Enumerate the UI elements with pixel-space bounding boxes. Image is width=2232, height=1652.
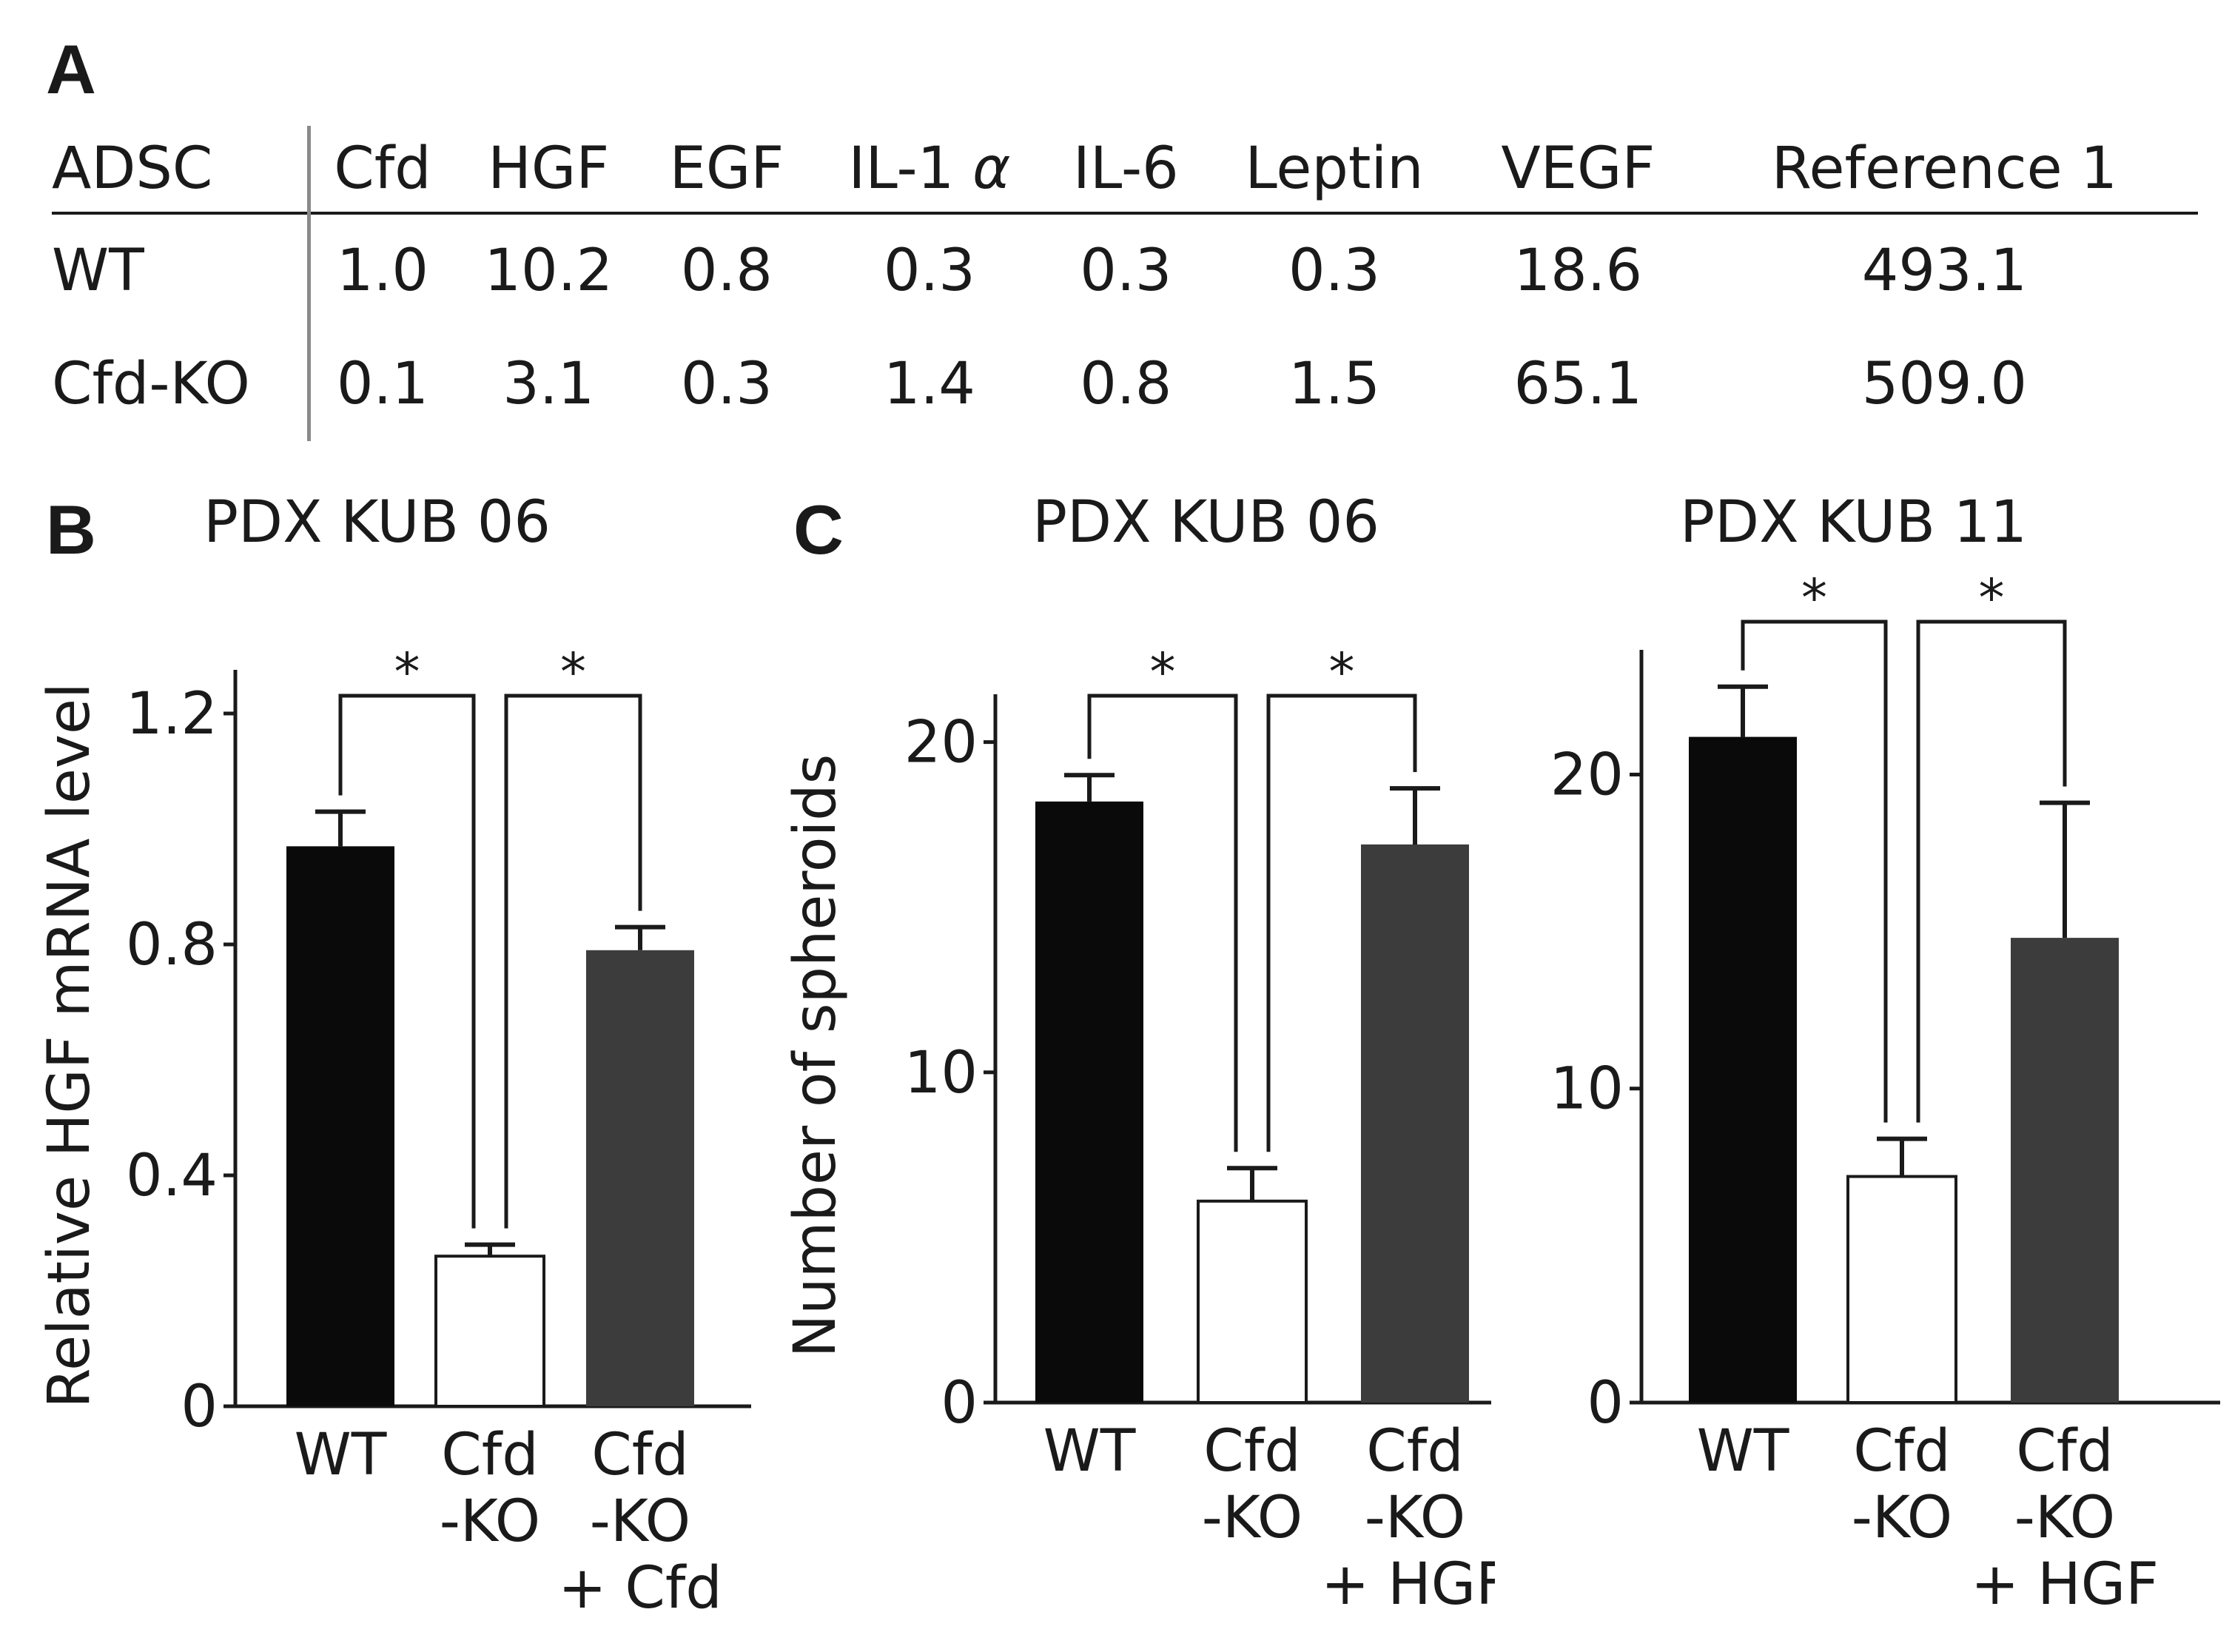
table-cell: 0.8 [680,238,773,304]
significance-star: * [1801,568,1827,628]
table-cell: 509.0 [1861,351,2028,417]
table-cell: 0.8 [1080,351,1172,417]
x-tick-label: -KO [590,1488,690,1555]
table-cell: 0.3 [1080,238,1172,304]
bar [434,1255,545,1408]
cytokine-table: ADSC Cfd HGF EGF IL-1 α IL-6 Leptin VEGF… [52,126,2198,441]
alpha-symbol: α [972,135,1011,202]
significance-star: * [1150,642,1176,702]
y-tick-label: 10 [904,1040,978,1107]
x-tick-label: -KO [2014,1485,2115,1551]
y-tick-label: 0 [941,1370,978,1437]
significance-bracket [1741,620,1888,1123]
table-cell: 1.5 [1288,351,1380,417]
bar [286,846,394,1406]
table-cell: 493.1 [1861,238,2028,304]
table-cell: 0.1 [336,351,428,417]
x-tick-label: Cfd [591,1422,688,1488]
table-cell: 10.2 [484,238,614,304]
chart-spheroids-kub06: PDX KUB 06 Number of spheroids 0 10 20 WT Cfd-… [782,489,1495,1618]
bar [2011,938,2119,1403]
table-cell: 1.0 [336,238,428,304]
bar [586,950,694,1406]
table-cell: 18.6 [1513,238,1643,304]
significance-star: * [394,642,420,702]
table-cell: 0.3 [1288,238,1380,304]
x-tick-label: -KO [440,1488,540,1555]
x-tick-label: + HGF [1971,1551,2159,1618]
x-tick-label: + HGF [1321,1551,1495,1618]
y-tick-label: 0.4 [126,1143,218,1209]
chart-title: PDX KUB 06 [204,489,551,556]
bar [1846,1175,1957,1405]
significance-star: * [560,642,586,702]
panel-label-a: A [46,30,96,108]
panel-label-c: C [793,491,844,568]
table-row: WT 1.0 10.2 0.8 0.3 0.3 0.3 18.6 493.1 [52,213,2198,327]
x-tick-label: -KO [1852,1485,1952,1551]
x-tick-label: WT [295,1422,387,1488]
table-col-header: IL-1 [848,135,955,202]
y-axis-label: Number of spheroids [782,754,849,1358]
x-tick-label: -KO [1365,1485,1465,1551]
table-col-header: HGF [454,126,643,215]
table-col-header: VEGF [1465,126,1691,215]
y-tick-label: 0 [1587,1370,1624,1437]
y-tick-label: 10 [1550,1056,1624,1123]
y-tick-label: 0 [181,1374,218,1440]
x-tick-label: Cfd [1366,1418,1463,1485]
x-tick-label: Cfd [1853,1418,1950,1485]
x-tick-label: Cfd [1203,1418,1300,1485]
chart-title: PDX KUB 11 [1680,489,2027,556]
x-tick-label: -KO [1202,1485,1302,1551]
bar [1361,844,1469,1403]
bar [1197,1199,1308,1404]
y-tick-label: 20 [1550,742,1624,808]
table-col-header: Reference 1 [1690,126,2198,215]
y-tick-label: 0.8 [126,912,218,978]
table-header-row: ADSC Cfd HGF EGF IL-1 α IL-6 Leptin VEGF… [52,126,2198,215]
bar [1035,801,1143,1403]
table-cell: 65.1 [1513,351,1643,417]
table-col-header-il1a: IL-1 α [810,126,1049,215]
chart-title: PDX KUB 06 [1032,489,1379,556]
y-axis-label: Relative HGF mRNA level [36,682,103,1408]
significance-bracket [504,694,642,1229]
significance-bracket [1087,694,1238,1152]
table-row-label: WT [52,213,311,327]
panel-label-b: B [46,491,96,568]
chart-hgf-mrna: PDX KUB 06 Relative HGF mRNA level 0 0.4 0.8… [36,489,751,1622]
table-row-label: Cfd-KO [52,327,311,441]
x-tick-label: + Cfd [558,1555,722,1622]
y-tick-label: 1.2 [126,681,218,748]
table-row: Cfd-KO 0.1 3.1 0.3 1.4 0.8 1.5 65.1 509.… [52,327,2198,441]
table-col-header: Leptin [1203,126,1465,215]
table-cell: 3.1 [502,351,595,417]
bar [1689,736,1797,1403]
table-cell: 0.3 [883,238,975,304]
table-col-header: EGF [642,126,811,215]
significance-bracket [1916,620,2067,1123]
table-corner-label: ADSC [52,126,311,215]
table-cell: 0.3 [680,351,773,417]
significance-star: * [1979,568,2005,628]
x-tick-label: Cfd [441,1422,538,1488]
table-cell: 1.4 [883,351,975,417]
significance-bracket [338,694,476,1229]
x-tick-label: Cfd [2016,1418,2113,1485]
table-col-header: Cfd [309,126,454,215]
x-tick-label: WT [1697,1418,1789,1485]
significance-bracket [1266,694,1417,1152]
y-tick-label: 20 [904,710,978,776]
x-tick-label: WT [1043,1418,1136,1485]
significance-star: * [1329,642,1355,702]
table-col-header: IL-6 [1048,126,1204,215]
